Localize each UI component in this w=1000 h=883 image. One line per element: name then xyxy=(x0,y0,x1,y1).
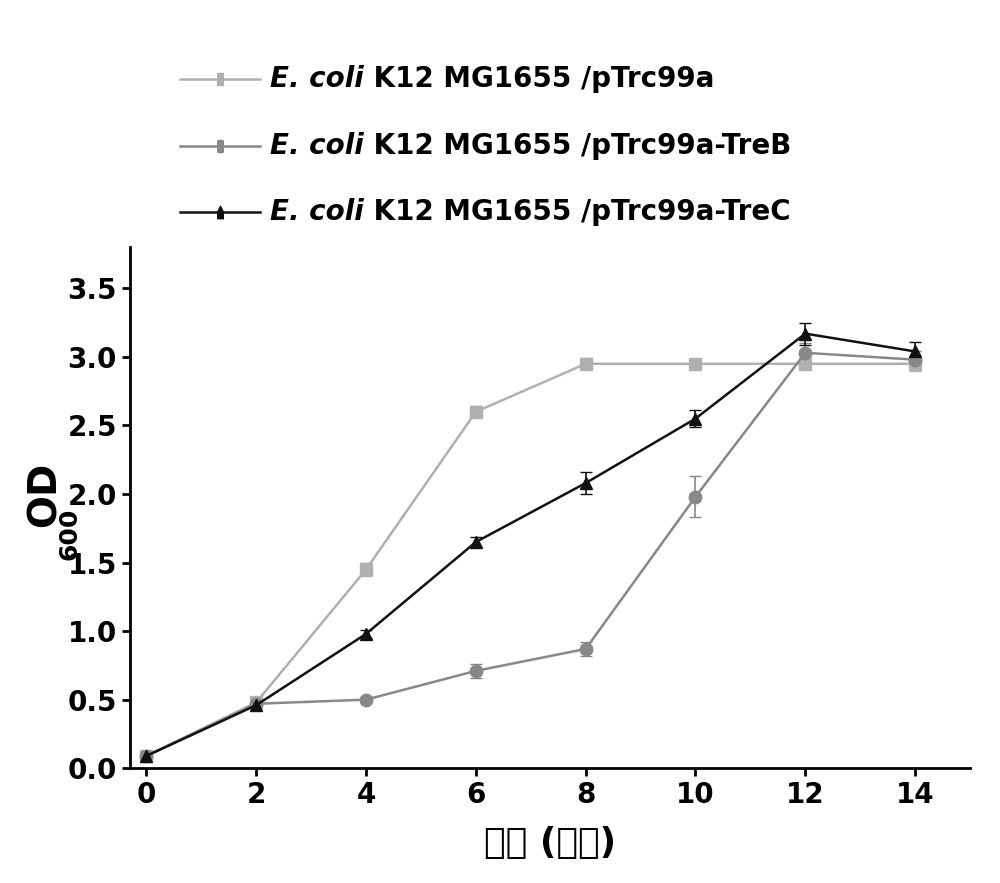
Text: 600: 600 xyxy=(58,508,82,561)
Point xyxy=(212,205,228,219)
Text: E. coli: E. coli xyxy=(270,198,364,226)
Text: E. coli: E. coli xyxy=(270,132,364,160)
Text: K12 MG1655 /pTrc99a-TreC: K12 MG1655 /pTrc99a-TreC xyxy=(364,198,790,226)
X-axis label: 时间 (小时): 时间 (小时) xyxy=(484,826,616,860)
Text: K12 MG1655 /pTrc99a: K12 MG1655 /pTrc99a xyxy=(364,65,714,94)
Text: E. coli: E. coli xyxy=(270,65,364,94)
Text: K12 MG1655 /pTrc99a-TreB: K12 MG1655 /pTrc99a-TreB xyxy=(364,132,791,160)
Text: OD: OD xyxy=(26,462,64,527)
Point xyxy=(212,139,228,153)
Point xyxy=(212,72,228,87)
